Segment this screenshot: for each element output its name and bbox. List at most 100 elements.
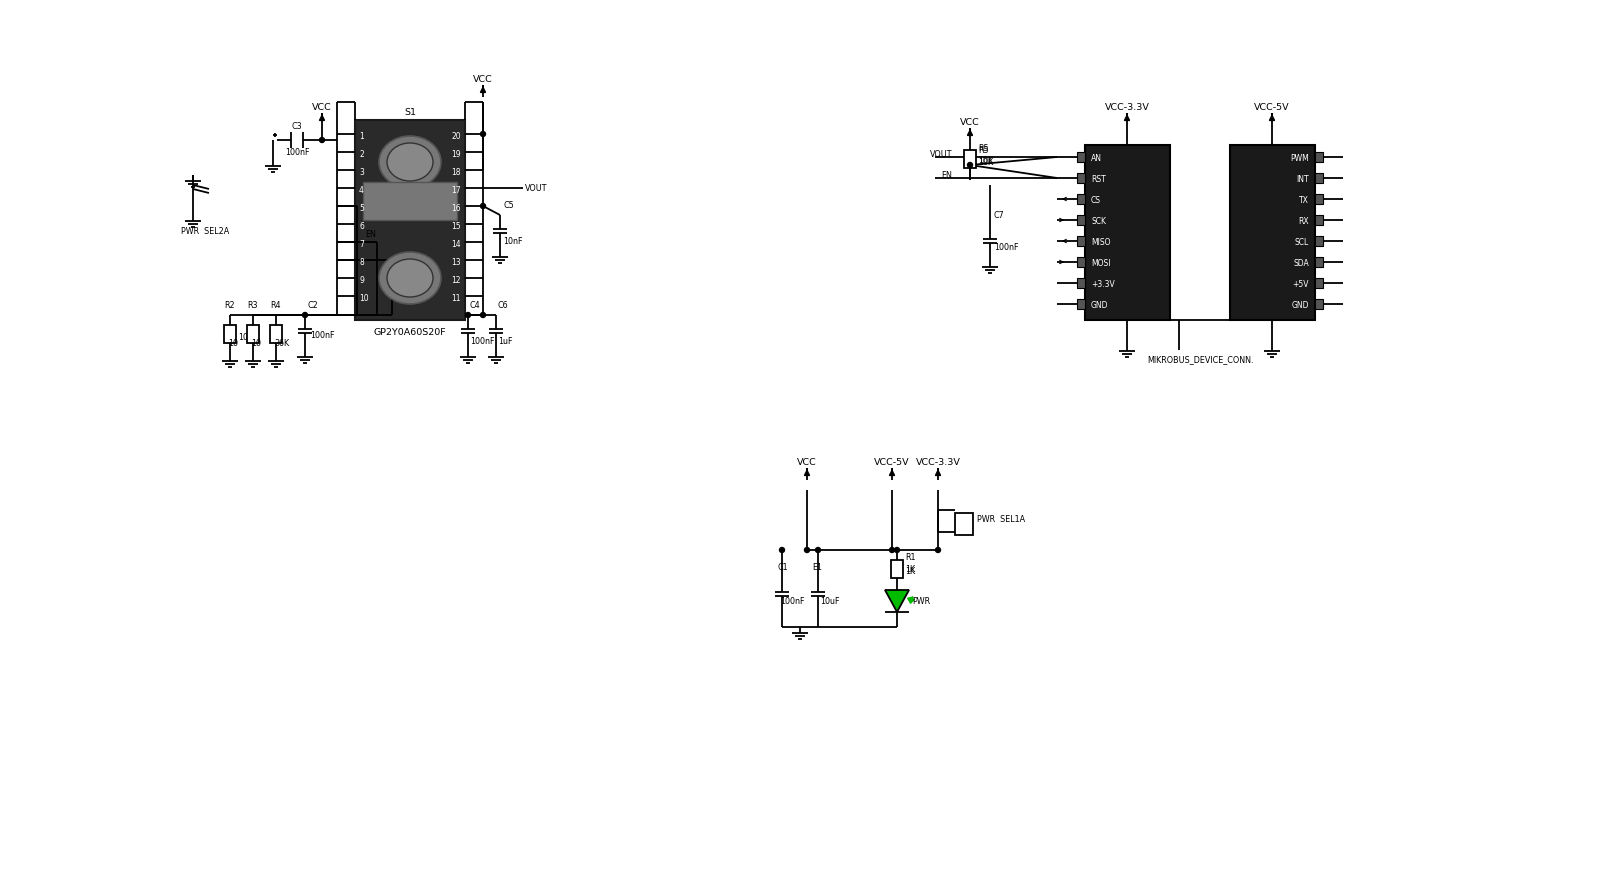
Text: C1: C1 [779,564,788,572]
Ellipse shape [379,252,441,304]
Text: 10: 10 [238,333,248,341]
Text: VCC-5V: VCC-5V [1254,103,1290,111]
Text: GND: GND [1292,300,1310,309]
Text: C3: C3 [291,121,302,131]
Text: R5: R5 [979,145,988,154]
Text: SDA: SDA [1294,259,1310,267]
Text: R3: R3 [246,300,257,309]
Bar [1314,257,1322,267]
Text: 11: 11 [451,294,461,302]
Text: 10: 10 [229,339,238,348]
Bar [1314,278,1322,288]
Circle shape [302,313,307,318]
Text: 20: 20 [451,132,461,140]
Text: RX: RX [1298,217,1310,226]
Text: 3: 3 [360,167,365,177]
Text: 36K: 36K [273,339,289,348]
Text: 2: 2 [360,150,363,159]
Text: EN: EN [365,229,376,239]
Bar [1078,236,1086,246]
Text: PWR  SEL2A: PWR SEL2A [181,226,229,235]
Bar [1230,145,1314,320]
Text: 18: 18 [451,167,461,177]
Text: 100nF: 100nF [780,598,804,606]
Bar [246,325,259,343]
Bar [1078,278,1086,288]
Circle shape [967,163,972,167]
Text: VCC: VCC [959,118,980,126]
Text: PWR  SEL1A: PWR SEL1A [977,516,1025,524]
Text: 13: 13 [451,258,461,267]
Bar [1314,299,1322,309]
Circle shape [889,548,894,552]
Text: INT: INT [1297,174,1310,184]
Text: 5: 5 [360,204,365,213]
Circle shape [320,138,325,143]
Text: 1: 1 [360,132,363,140]
Text: MISO: MISO [1091,238,1110,246]
Bar [1314,194,1322,204]
Text: RST: RST [1091,174,1107,184]
Text: 14: 14 [451,240,461,248]
Circle shape [481,313,486,318]
Bar [1314,173,1322,183]
Text: 1K: 1K [905,568,915,577]
Text: 16: 16 [451,204,461,213]
Bar [1314,215,1322,225]
Bar [891,560,903,578]
Circle shape [804,548,809,552]
Text: 10K: 10K [979,158,993,166]
Text: MIKROBUS_DEVICE_CONN.: MIKROBUS_DEVICE_CONN. [1146,355,1254,364]
Text: VCC-3.3V: VCC-3.3V [1105,103,1150,111]
Text: CS: CS [1091,195,1102,205]
Circle shape [935,548,940,552]
Text: 7: 7 [360,240,365,248]
Circle shape [465,313,470,318]
Bar [1314,236,1322,246]
Text: C5: C5 [504,200,513,210]
Circle shape [779,548,785,552]
Bar [270,325,281,343]
Text: 10nF: 10nF [504,237,523,246]
Text: VCC: VCC [312,103,333,111]
Ellipse shape [379,136,441,188]
Text: 10: 10 [360,294,369,302]
Text: VCC: VCC [473,75,492,84]
Text: VCC: VCC [798,457,817,467]
Bar [355,120,465,320]
Bar [224,325,237,343]
Circle shape [481,204,486,208]
Text: MOSI: MOSI [1091,259,1110,267]
Bar [1078,194,1086,204]
Text: 10uF: 10uF [820,598,839,606]
Text: R4: R4 [270,300,280,309]
Text: TX: TX [1298,195,1310,205]
Text: VOUT: VOUT [929,150,951,159]
Text: +5V: +5V [1292,280,1310,288]
Bar [1078,299,1086,309]
Text: 17: 17 [451,186,461,194]
Polygon shape [884,590,908,612]
Circle shape [815,548,820,552]
Text: 100nF: 100nF [310,330,334,340]
Bar [1078,173,1086,183]
Text: 15: 15 [451,221,461,231]
Text: 100nF: 100nF [995,242,1019,252]
Text: 10K: 10K [979,156,993,165]
Text: 9: 9 [360,275,365,285]
Text: E1: E1 [812,564,822,572]
Text: GND: GND [1091,300,1108,309]
Bar [363,182,457,220]
Bar [1078,257,1086,267]
Bar [955,513,974,535]
Text: 1K: 1K [905,565,915,575]
Bar [1078,215,1086,225]
Bar [1078,152,1086,162]
Text: AN: AN [1091,153,1102,163]
Text: R2: R2 [224,300,235,309]
Text: 1uF: 1uF [497,336,513,346]
Text: C7: C7 [995,211,1004,219]
Circle shape [481,132,486,137]
Ellipse shape [387,143,433,181]
Text: EN: EN [942,171,951,179]
